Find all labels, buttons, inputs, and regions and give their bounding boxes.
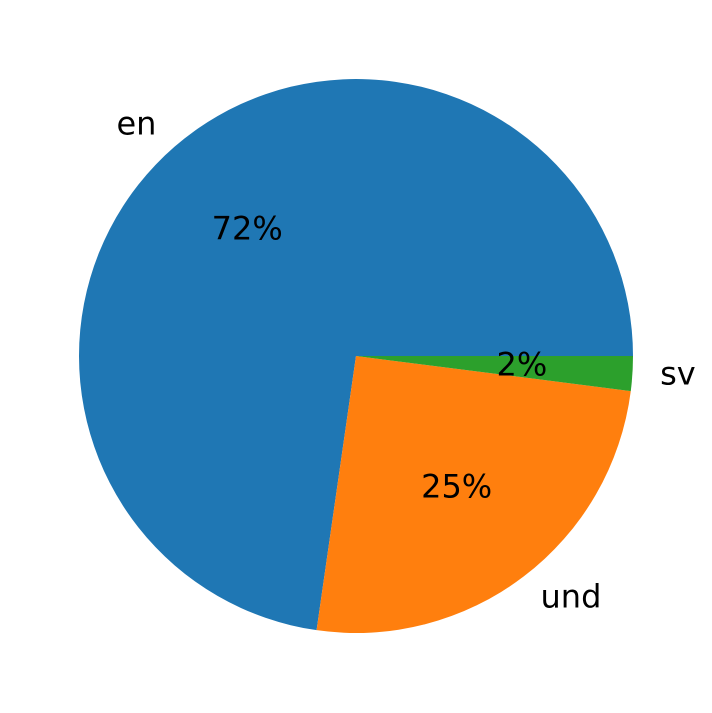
category-label: sv — [660, 354, 696, 392]
pie-slice — [78, 78, 634, 631]
value-label: 2% — [496, 346, 547, 384]
category-label: und — [541, 577, 602, 615]
category-label: en — [116, 105, 156, 143]
pie-slice — [316, 356, 631, 633]
value-label: 72% — [212, 209, 283, 247]
pie-slice — [356, 356, 633, 392]
value-label: 25% — [421, 467, 492, 505]
